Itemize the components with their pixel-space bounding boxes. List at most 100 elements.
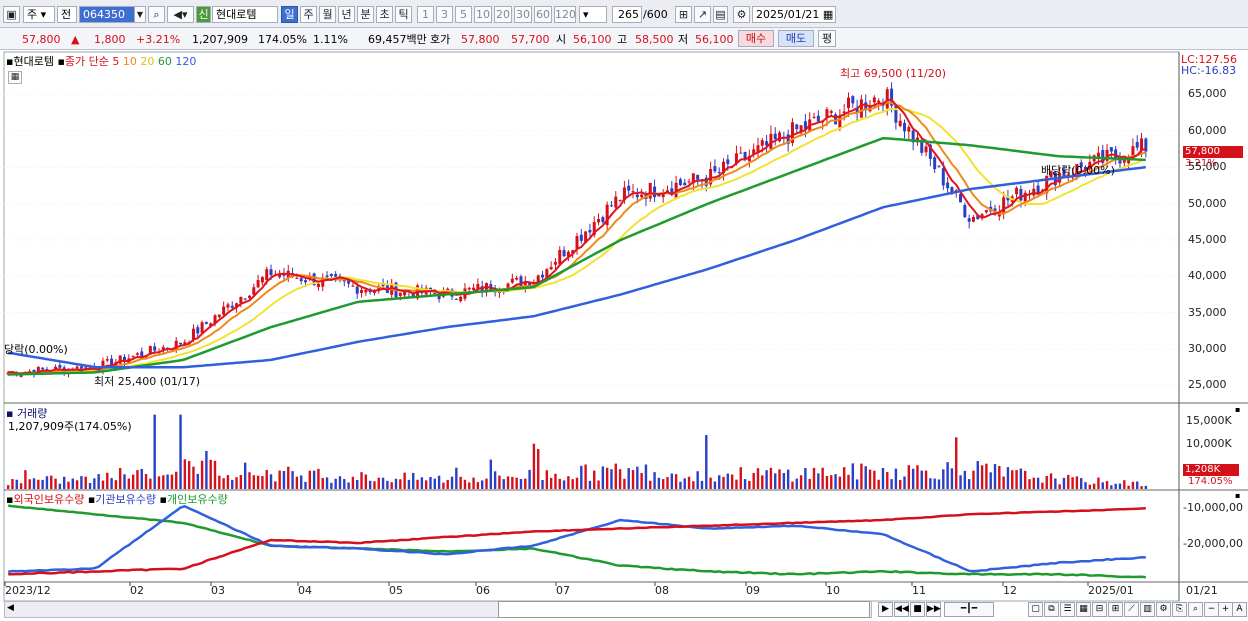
chart-icon[interactable]: ▥ xyxy=(1140,602,1155,617)
interval-year[interactable]: 년 xyxy=(338,6,355,23)
stop-icon[interactable]: ■ xyxy=(910,602,925,617)
draw-tool-icon[interactable]: ↗ xyxy=(694,6,711,23)
candle-body xyxy=(726,159,730,164)
candle-body xyxy=(1135,142,1139,148)
scrollbar-thumb[interactable] xyxy=(498,601,870,618)
interval-week[interactable]: 주 xyxy=(300,6,317,23)
layout-icon[interactable]: ▣ xyxy=(3,6,20,23)
volume-bar xyxy=(774,473,777,489)
list-icon[interactable]: ☰ xyxy=(1060,602,1075,617)
calendar-icon[interactable]: ▦ xyxy=(822,8,834,21)
candle-body xyxy=(588,229,592,233)
trend-icon[interactable]: ⟋ xyxy=(1124,602,1139,617)
chart-tool-icon[interactable]: ⊞ xyxy=(675,6,692,23)
buy-button[interactable]: 매수 xyxy=(738,30,774,47)
custom-num-select[interactable]: ▾ xyxy=(579,6,607,23)
volume-bar xyxy=(299,475,303,489)
zoom-search-icon[interactable]: ⌕ xyxy=(1188,602,1203,617)
zoom-out-icon[interactable]: − xyxy=(1204,602,1219,617)
num-3[interactable]: 3 xyxy=(436,6,453,23)
candle-body xyxy=(631,191,635,193)
candle-body xyxy=(825,109,829,118)
interval-month[interactable]: 월 xyxy=(319,6,336,23)
volume-bar xyxy=(446,479,449,489)
volume-bar xyxy=(429,476,432,489)
period-select[interactable]: 주 ▾ xyxy=(23,6,55,23)
stock-name-field[interactable]: 현대로템 xyxy=(212,6,278,23)
prev-select[interactable]: 전 xyxy=(57,6,77,23)
tile-icon[interactable]: ⧉ xyxy=(1044,602,1059,617)
chevron-down-icon[interactable]: ▼ xyxy=(134,6,146,23)
grid-icon[interactable]: ▦ xyxy=(8,71,22,84)
num-30[interactable]: 30 xyxy=(514,6,532,23)
font-size-icon[interactable]: A xyxy=(1232,602,1247,617)
play-icon[interactable]: ▶ xyxy=(878,602,893,617)
y-tick-label: 65,000 xyxy=(1188,87,1227,101)
volume-bar xyxy=(894,468,898,489)
compare-icon[interactable]: ⊟ xyxy=(1092,602,1107,617)
num-60[interactable]: 60 xyxy=(534,6,552,23)
candle-body xyxy=(967,218,971,222)
zoom-in-icon[interactable]: + xyxy=(1218,602,1233,617)
eval-button[interactable]: 평 xyxy=(818,30,836,47)
interval-minute[interactable]: 분 xyxy=(357,6,374,23)
grid-view-icon[interactable]: ▦ xyxy=(1076,602,1091,617)
close-icon[interactable]: ▪ xyxy=(1235,491,1241,500)
price-change-pct: +3.21% xyxy=(136,33,181,46)
close-icon[interactable]: ▪ xyxy=(1235,405,1241,414)
y-tick-label: 45,000 xyxy=(1188,232,1227,246)
num-10[interactable]: 10 xyxy=(474,6,492,23)
volume-bar xyxy=(157,476,161,489)
num-1[interactable]: 1 xyxy=(417,6,434,23)
candle-body xyxy=(846,97,850,109)
rewind-icon[interactable]: ◀◀ xyxy=(894,602,909,617)
count-input[interactable]: 265 xyxy=(612,6,642,23)
num-20[interactable]: 20 xyxy=(494,6,512,23)
candle-body xyxy=(217,314,221,318)
y-tick-label: 35,000 xyxy=(1188,305,1227,319)
candle-body xyxy=(1088,161,1092,169)
interval-second[interactable]: 초 xyxy=(376,6,393,23)
ma20-line xyxy=(8,107,1147,375)
candle-body xyxy=(760,140,764,146)
gear-icon[interactable]: ⚙ xyxy=(733,6,750,23)
volume-bar xyxy=(687,476,691,489)
candle-body xyxy=(1049,171,1053,178)
y-tick-label: 60,000 xyxy=(1188,123,1227,137)
interval-tick[interactable]: 틱 xyxy=(395,6,412,23)
stock-code-input[interactable]: 064350 xyxy=(79,6,145,23)
speaker-icon[interactable]: ◀▾ xyxy=(167,6,194,23)
volume-bar xyxy=(162,475,165,489)
zoom-slider[interactable]: ━┃━ xyxy=(944,602,994,617)
date-input[interactable]: 2025/01/21 ▦ xyxy=(752,6,836,23)
copy-icon[interactable]: ⎘ xyxy=(1172,602,1187,617)
ma120-line xyxy=(7,165,1146,369)
candle-body xyxy=(497,291,501,293)
interval-day[interactable]: 일 xyxy=(281,6,298,23)
scroll-left-icon[interactable]: ◀ xyxy=(7,603,14,613)
sell-button[interactable]: 매도 xyxy=(778,30,814,47)
settings-icon[interactable]: ⚙ xyxy=(1156,602,1171,617)
volume-bar xyxy=(972,470,975,489)
save-icon[interactable]: ▤ xyxy=(713,6,728,23)
search-icon[interactable]: ⌕ xyxy=(148,6,165,23)
split-icon[interactable]: ⊞ xyxy=(1108,602,1123,617)
candle-body xyxy=(614,196,618,208)
candle-body xyxy=(743,151,747,160)
volume-bar xyxy=(101,480,105,489)
candle-body xyxy=(269,269,273,276)
num-120[interactable]: 120 xyxy=(554,6,576,23)
candle-body xyxy=(1045,175,1049,194)
candle-body xyxy=(519,276,523,288)
num-5[interactable]: 5 xyxy=(455,6,472,23)
window-icon[interactable]: ▢ xyxy=(1028,602,1043,617)
candle-body xyxy=(605,204,609,226)
volume-bar xyxy=(920,470,923,489)
candle-body xyxy=(640,194,644,198)
candle-body xyxy=(653,186,657,198)
forward-icon[interactable]: ▶▶ xyxy=(926,602,941,617)
volume-bar xyxy=(847,474,850,489)
candle-body xyxy=(683,182,687,186)
volume-bar xyxy=(558,478,561,489)
